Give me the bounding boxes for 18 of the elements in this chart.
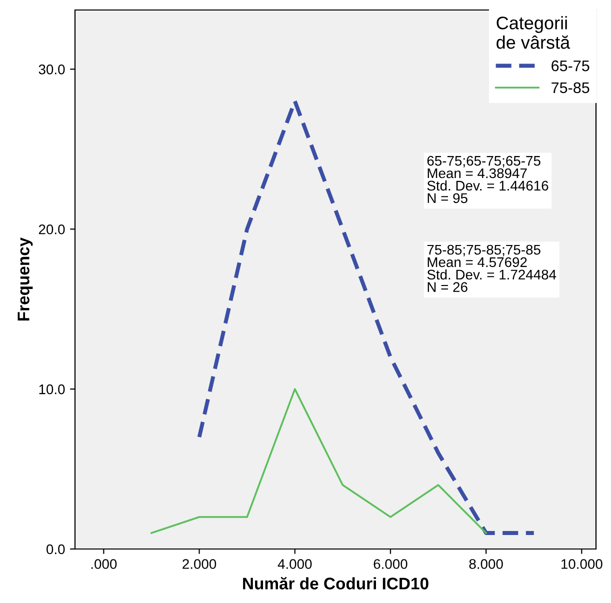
- x-axis-title: Număr de Coduri ICD10: [243, 577, 428, 590]
- x-tick-label: 4.000: [278, 559, 312, 569]
- x-tick-label: 8.000: [469, 559, 503, 569]
- legend-label: 75-85: [552, 82, 590, 94]
- y-tick-label: 20.0: [38, 224, 65, 234]
- y-tick-label: 0.0: [46, 544, 65, 554]
- x-tick-label: .000: [91, 559, 117, 569]
- y-tick-label: 30.0: [38, 64, 65, 74]
- annotation: 65-75;65-75;65-75 Mean = 4.38947 Std. Dev. = 1.44616 N = 95: [427, 156, 548, 204]
- line-series: [150, 388, 487, 534]
- annotation: 75-85;75-85;75-85 Mean = 4.57692 Std. Dev. = 1.724484 N = 26: [427, 244, 556, 292]
- x-tick-label: 6.000: [374, 559, 408, 569]
- x-tick-label: 2.000: [182, 559, 216, 569]
- legend-title: Categorii de vârstă: [496, 16, 570, 49]
- x-tick-label: 10.000: [561, 559, 602, 569]
- y-axis-title: Frequency: [18, 237, 33, 321]
- legend-label: 65-75: [552, 60, 590, 72]
- y-tick-label: 10.0: [39, 384, 65, 394]
